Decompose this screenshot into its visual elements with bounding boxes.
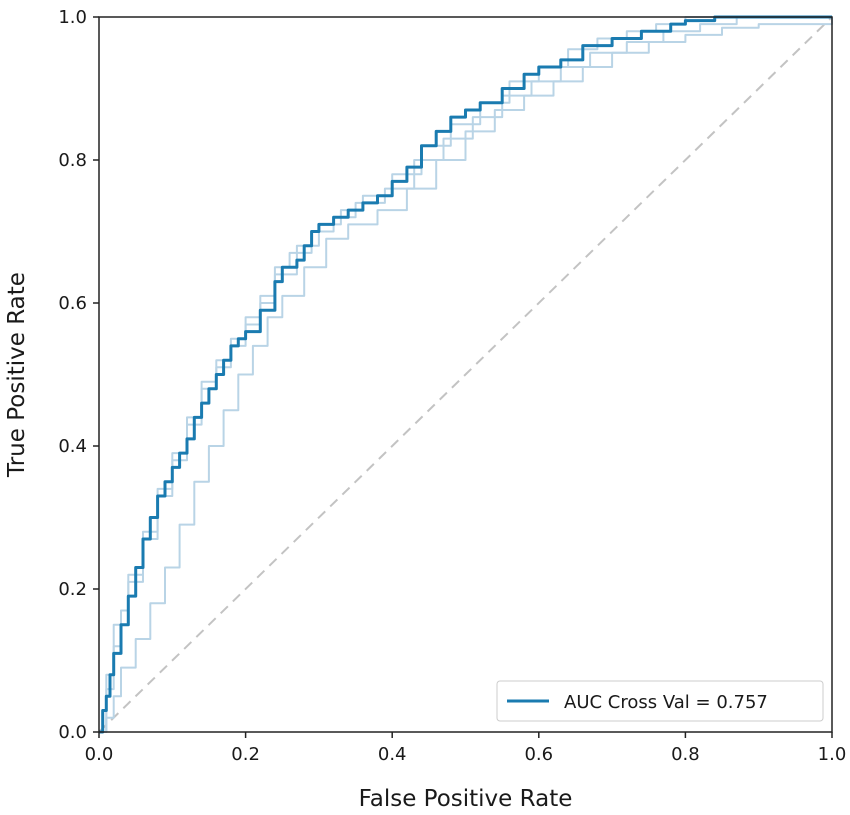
chance-diagonal-line [98, 16, 833, 733]
plot-content [98, 15, 833, 734]
x-axis-ticks: 0.0 0.2 0.4 0.6 0.8 1.0 [85, 732, 847, 765]
x-tick-label: 1.0 [818, 744, 847, 765]
x-tick-label: 0.0 [85, 744, 114, 765]
y-tick-label: 0.2 [58, 579, 87, 600]
y-tick-label: 0.0 [58, 722, 87, 743]
x-tick-label: 0.2 [231, 744, 260, 765]
y-tick-label: 0.6 [58, 293, 87, 314]
plot-frame [98, 16, 833, 733]
legend-entry-label: AUC Cross Val = 0.757 [564, 692, 768, 713]
y-axis-ticks: 0.0 0.2 0.4 0.6 0.8 1.0 [58, 7, 99, 743]
mean-roc-curve [99, 15, 832, 734]
fold-roc-curve-2 [99, 17, 833, 733]
x-tick-label: 0.4 [378, 744, 407, 765]
x-tick-label: 0.8 [671, 744, 700, 765]
y-axis-label: True Positive Rate [4, 272, 30, 478]
legend: AUC Cross Val = 0.757 [496, 680, 824, 722]
y-tick-label: 1.0 [58, 7, 87, 28]
y-tick-label: 0.4 [58, 436, 87, 457]
y-tick-label: 0.8 [58, 150, 87, 171]
legend-box [496, 680, 824, 722]
x-axis-label: False Positive Rate [359, 786, 573, 812]
x-tick-label: 0.6 [524, 744, 553, 765]
